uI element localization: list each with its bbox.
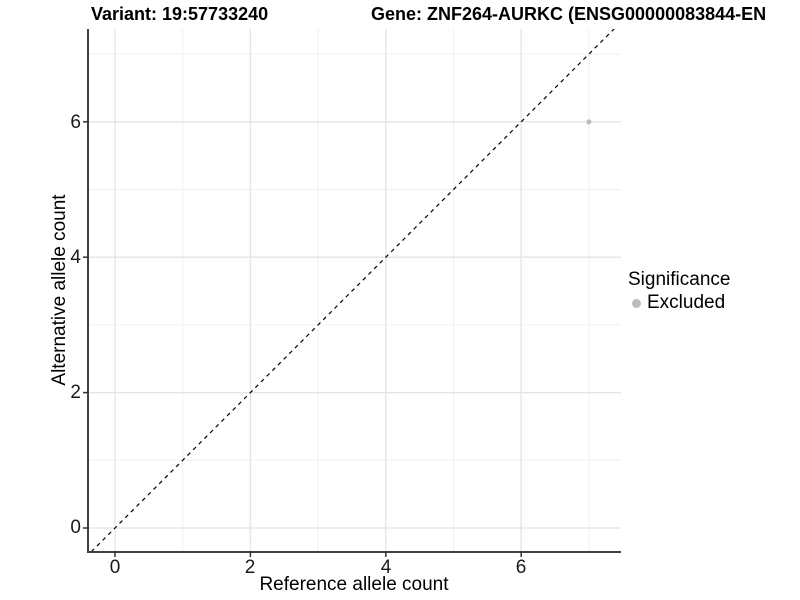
legend-item-excluded: Excluded: [632, 292, 730, 314]
excluded-point-icon: [632, 298, 641, 308]
x-tick-label-6: 6: [515, 557, 527, 578]
axis-lines: [87, 29, 621, 553]
x-axis-title: Reference allele count: [259, 574, 449, 595]
y-tick-label-6: 6: [70, 112, 81, 133]
legend: Significance Excluded: [628, 269, 730, 314]
legend-item-label: Excluded: [647, 292, 726, 313]
x-tick-label-0: 0: [109, 557, 121, 578]
plot-panel: [83, 29, 621, 557]
y-axis-title: Alternative allele count: [49, 194, 70, 386]
y-tick-label-2: 2: [70, 382, 81, 403]
data-point: [586, 119, 592, 125]
y-tick-label-0: 0: [70, 517, 81, 538]
x-tick-label-4: 4: [380, 557, 392, 578]
legend-title: Significance: [628, 269, 731, 290]
gene-title: Gene: ZNF264-AURKC (ENSG00000083844-EN: [371, 4, 767, 24]
variant-title: Variant: 19:57733240: [91, 4, 269, 24]
x-tick-label-2: 2: [244, 557, 256, 578]
identity-line: [90, 29, 615, 553]
y-tick-label-4: 4: [70, 247, 81, 268]
